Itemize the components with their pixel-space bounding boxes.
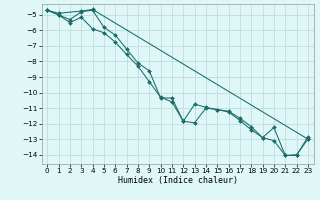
X-axis label: Humidex (Indice chaleur): Humidex (Indice chaleur) bbox=[118, 176, 237, 185]
